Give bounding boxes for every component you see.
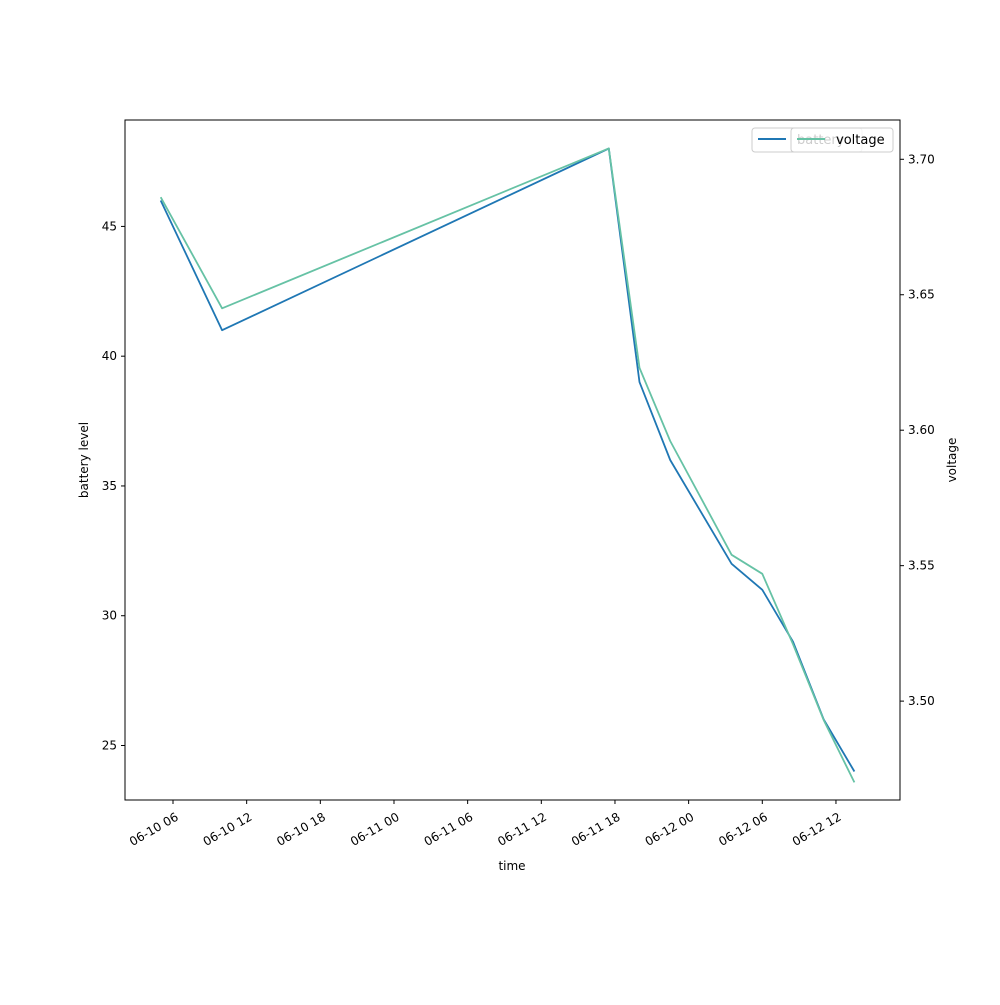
left-y-tick-label: 40 (102, 349, 117, 363)
series-line-voltage (159, 147, 856, 783)
x-tick-label: 06-10 18 (274, 810, 328, 849)
x-tick-label: 06-10 12 (201, 810, 255, 849)
plot-area (159, 147, 856, 783)
right-y-tick-label: 3.65 (908, 288, 935, 302)
left-y-tick-label: 35 (102, 479, 117, 493)
left-y-axis-label: battery level (77, 422, 91, 498)
right-y-tick-label: 3.55 (908, 559, 935, 573)
left-y-tick-label: 25 (102, 738, 117, 752)
x-axis-ticks: 06-10 06 06-10 12 06-10 18 06-11 00 06-11 06… (127, 800, 844, 849)
right-y-tick-label: 3.70 (908, 152, 935, 166)
right-y-tick-label: 3.50 (908, 694, 935, 708)
x-tick-label: 06-11 00 (348, 810, 402, 849)
legend-voltage-label: voltage (836, 133, 885, 148)
left-y-tick-label: 30 (102, 609, 117, 623)
legend-voltage-box (790, 127, 894, 153)
axes-frame (124, 119, 901, 801)
x-tick-label: 06-11 12 (495, 810, 549, 849)
x-tick-label: 06-11 18 (569, 810, 623, 849)
x-tick-label: 06-12 00 (643, 810, 697, 849)
right-y-tick-label: 3.60 (908, 423, 935, 437)
x-tick-label: 06-10 06 (127, 810, 181, 849)
series-line-battery (159, 147, 856, 772)
x-tick-label: 06-12 06 (716, 810, 770, 849)
legend-voltage: voltage (790, 127, 894, 153)
right-y-axis-label: voltage (945, 438, 959, 483)
left-y-axis-ticks: 25 30 35 40 45 (102, 219, 125, 752)
x-tick-label: 06-12 12 (790, 810, 844, 849)
x-tick-label: 06-11 06 (422, 810, 476, 849)
x-axis-label: time (498, 859, 525, 873)
right-y-axis-ticks: 3.50 3.55 3.60 3.65 3.70 (900, 152, 935, 708)
left-y-tick-label: 45 (102, 219, 117, 233)
